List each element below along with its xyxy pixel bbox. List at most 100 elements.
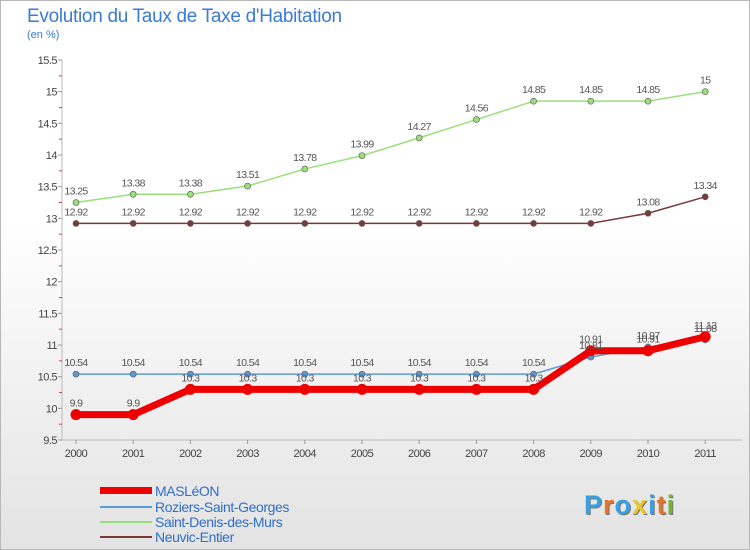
data-label-neuvic: 12.92 [179,206,203,218]
data-label-saint-denis: 14.85 [522,84,546,96]
data-label-saint-denis: 13.38 [179,177,203,189]
y-tick-label: 12.5 [38,245,58,257]
y-tick-label: 15.5 [38,55,58,67]
data-label-roziers: 10.54 [408,357,432,369]
data-label-neuvic: 12.92 [579,206,603,218]
x-tick-label: 2008 [522,448,545,460]
data-point-neuvic [301,220,309,227]
data-point-neuvic [187,220,194,227]
legend-swatch-saint-denis [100,521,152,523]
data-point-saint-denis [187,190,194,198]
data-point-roziers [72,370,80,378]
data-point-neuvic [244,220,251,227]
y-tick-label: 10 [46,403,58,415]
data-point-masleon [585,345,597,357]
series-line-roziers [75,339,706,375]
data-point-saint-denis [301,165,309,173]
data-point-saint-denis [129,190,137,198]
legend-label-saint-denis: Saint-Denis-des-Murs [155,514,283,530]
data-point-roziers [244,370,251,378]
x-tick-label: 2001 [122,448,145,460]
logo-letter: x [632,490,649,520]
data-point-masleon [413,383,425,395]
legend-swatch-neuvic [100,536,152,538]
data-point-saint-denis [415,134,423,142]
logo-letter: i [666,490,676,520]
proxiti-logo: Proxiti [584,490,675,521]
data-label-neuvic: 12.92 [236,206,260,218]
logo-letter: i [648,490,657,520]
x-tick-label: 2005 [351,448,374,460]
data-point-neuvic [473,220,480,227]
data-label-masleon: 10.3 [467,372,486,384]
legend-label-masleon: MASLéON [155,483,220,499]
axes: 9.5 10 10.5 11 11.5 12 12.5 13 13.5 14 14.5 15 15.5 2… [38,55,742,460]
data-point-neuvic [129,220,137,227]
data-label-roziers: 10.97 [636,330,660,342]
y-tick-label: 14.5 [38,118,58,130]
data-point-masleon [242,383,254,395]
data-label-neuvic: 12.92 [522,206,546,218]
data-label-masleon: 11.13 [694,320,717,332]
data-label-masleon: 10.3 [410,372,429,384]
data-label-roziers: 10.81 [579,340,603,352]
data-point-masleon [70,409,82,421]
data-label-roziers: 10.54 [350,357,374,369]
data-label-saint-denis: 14.85 [636,84,660,96]
data-point-masleon [470,383,482,395]
y-tick-label: 12 [46,277,58,289]
series-line-neuvic [75,196,706,225]
chart-title: Evolution du Taux de Taxe d'Habitation [27,6,342,27]
x-tick-label: 2004 [294,448,317,460]
logo-letter: P [584,490,604,520]
y-tick-label: 14 [46,150,58,162]
x-tick-label: 2010 [637,448,660,460]
data-label-saint-denis: 14.56 [465,103,489,115]
logo-letter: o [614,490,633,520]
data-labels: 13.25 13.38 13.38 13.51 13.78 13.99 14.27 14.56… [64,75,718,410]
data-point-neuvic [358,220,366,227]
data-label-roziers: 11.08 [694,323,717,335]
y-tick-label: 15 [46,87,58,99]
data-label-roziers: 10.54 [465,357,489,369]
data-label-saint-denis: 14.27 [408,121,432,133]
y-tick-label: 13 [46,213,58,225]
data-point-roziers [473,370,480,378]
data-point-saint-denis [587,97,595,105]
data-point-saint-denis [701,88,709,95]
data-label-masleon: 10.91 [579,334,603,346]
series-line-masleon [72,333,709,419]
data-point-roziers [301,370,309,378]
data-point-saint-denis [530,97,537,105]
series-line-saint-denis [75,90,706,204]
data-label-masleon: 10.91 [636,334,660,346]
data-point-masleon [699,331,711,343]
data-label-neuvic: 12.92 [465,206,489,218]
data-point-masleon [356,383,368,395]
data-point-neuvic [415,220,423,227]
y-tick-label: 9.5 [43,435,57,447]
series-lines [70,88,711,421]
y-tick-label: 10.5 [38,372,58,384]
data-point-neuvic [587,220,595,227]
data-label-roziers: 10.54 [179,357,203,369]
data-point-roziers [530,370,537,378]
data-point-masleon [299,383,311,395]
data-label-saint-denis: 13.25 [64,186,88,198]
data-label-neuvic: 13.08 [636,196,660,208]
data-label-roziers: 10.54 [293,357,317,369]
x-tick-label: 2000 [65,448,88,460]
data-point-masleon [184,383,196,395]
data-label-masleon: 10.3 [296,372,315,384]
data-label-saint-denis: 13.78 [293,152,317,164]
data-point-saint-denis [72,199,80,206]
data-label-roziers: 10.54 [522,357,546,369]
x-tick-label: 2002 [179,448,202,460]
data-point-masleon [528,383,540,395]
legend-label-roziers: Roziers-Saint-Georges [155,499,289,515]
data-point-roziers [129,370,137,378]
data-point-roziers [415,370,423,378]
logo-letter: r [603,490,615,520]
